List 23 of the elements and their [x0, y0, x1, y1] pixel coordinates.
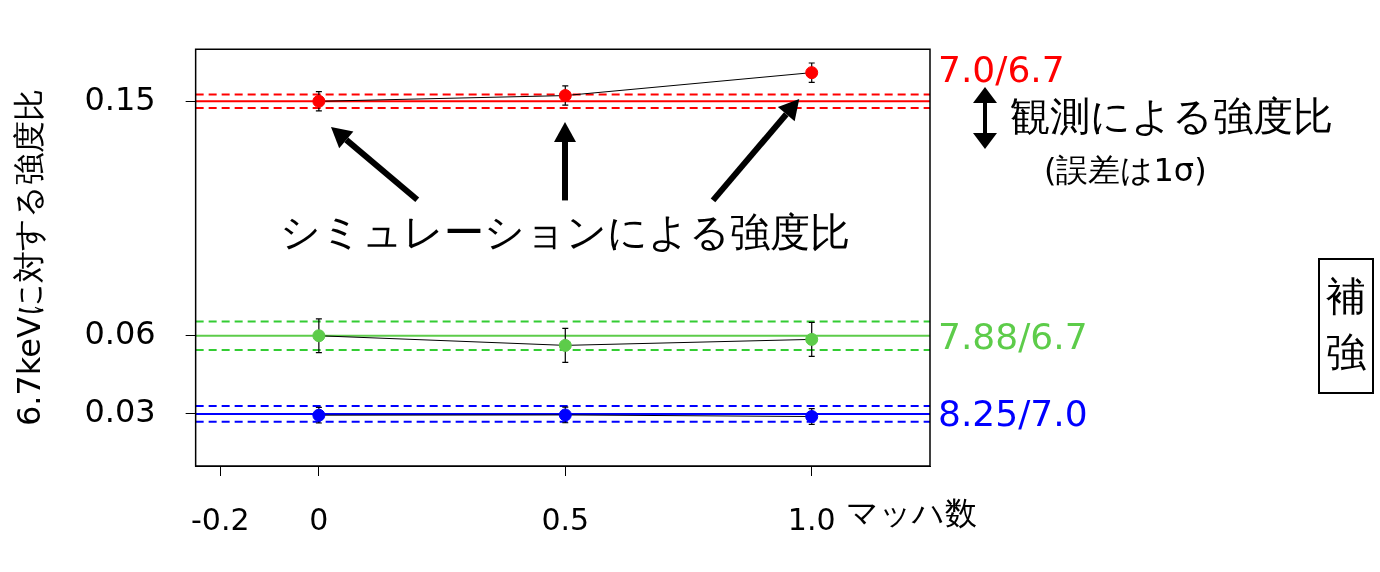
- x-tick-label: -0.2: [191, 501, 250, 537]
- y-tick-label: 0.06: [84, 314, 156, 353]
- point: [805, 332, 819, 346]
- x-tick-label: 0.5: [541, 501, 590, 537]
- x-tick-label: 1.0: [787, 501, 836, 537]
- text: 7.88/6.7: [938, 315, 1088, 357]
- text: 8.25/7.0: [938, 392, 1088, 434]
- y-tick-label: 0.15: [84, 79, 156, 118]
- point: [312, 329, 326, 343]
- point: [558, 338, 572, 352]
- x-tick-label: 0: [309, 501, 329, 537]
- point: [558, 89, 572, 103]
- text: 観測による強度比: [1010, 93, 1333, 139]
- x-axis-title: マッハ数: [845, 494, 977, 533]
- point: [805, 66, 819, 80]
- annotation: シミュレーションによる強度比: [280, 209, 851, 255]
- point: [312, 94, 326, 108]
- y-axis-title: 6.7keVに対する強度比: [9, 89, 48, 427]
- text: 7.0/6.7: [938, 49, 1065, 90]
- text: (誤差は1σ): [1044, 151, 1207, 189]
- y-tick-label: 0.03: [84, 392, 156, 431]
- text: 補: [1326, 273, 1366, 319]
- text: 強: [1326, 329, 1366, 375]
